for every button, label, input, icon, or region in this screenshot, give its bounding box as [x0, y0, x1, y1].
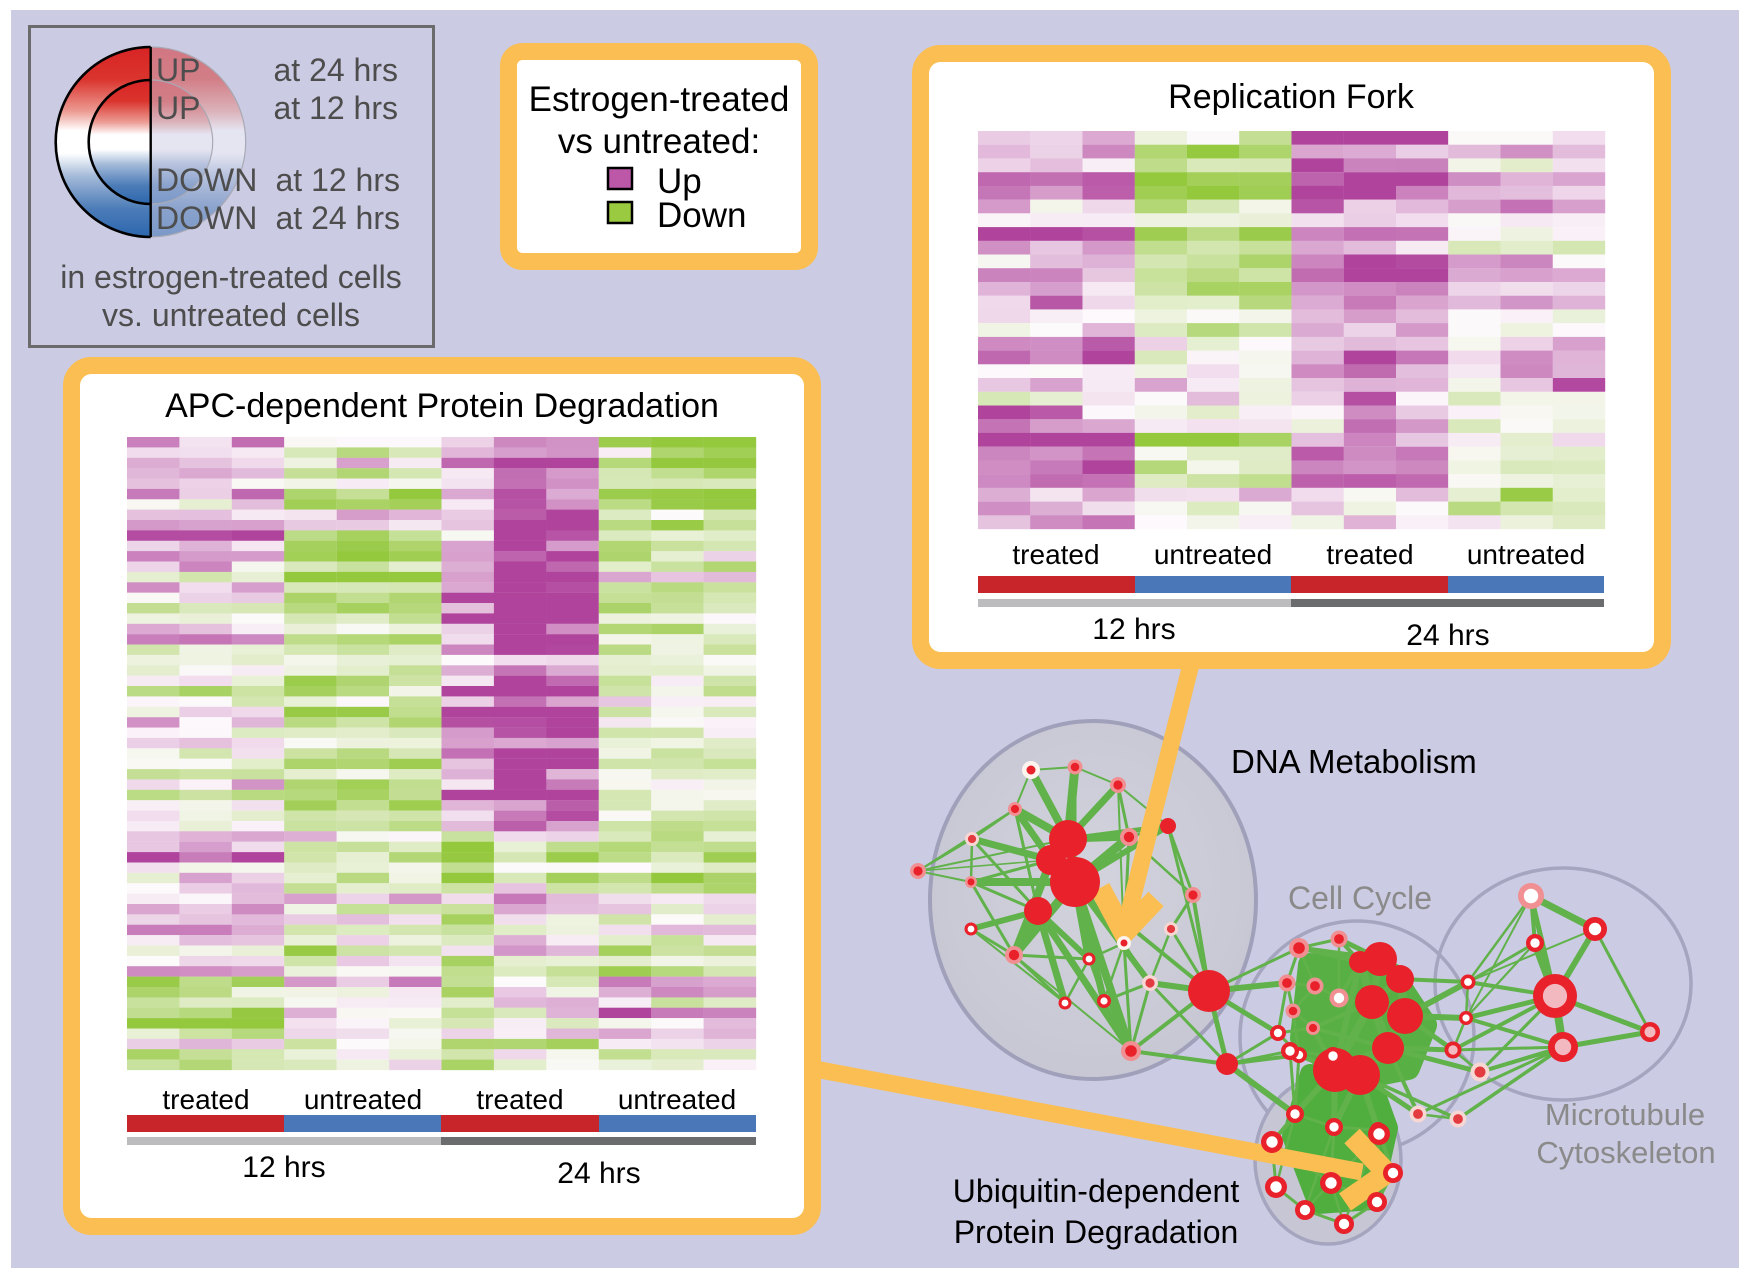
svg-text:treated: treated — [476, 1084, 563, 1115]
svg-text:at 24 hrs: at 24 hrs — [275, 200, 400, 236]
svg-text:Microtubule: Microtubule — [1545, 1097, 1705, 1132]
svg-text:12 hrs: 12 hrs — [242, 1151, 325, 1184]
svg-text:at 12 hrs: at 12 hrs — [273, 90, 398, 126]
svg-text:UP: UP — [156, 90, 200, 126]
svg-text:treated: treated — [1326, 539, 1413, 570]
svg-text:Cytoskeleton: Cytoskeleton — [1536, 1135, 1715, 1170]
svg-text:Ubiquitin-dependent: Ubiquitin-dependent — [953, 1173, 1240, 1209]
svg-text:24 hrs: 24 hrs — [557, 1157, 640, 1190]
svg-text:treated: treated — [1012, 539, 1099, 570]
svg-text:untreated: untreated — [1467, 539, 1585, 570]
svg-text:treated: treated — [162, 1084, 249, 1115]
svg-text:Up: Up — [657, 162, 702, 201]
svg-text:Estrogen-treated: Estrogen-treated — [529, 80, 790, 119]
svg-text:at 12 hrs: at 12 hrs — [275, 162, 400, 198]
svg-text:at 24 hrs: at 24 hrs — [273, 52, 398, 88]
svg-text:untreated: untreated — [1154, 539, 1272, 570]
svg-text:vs. untreated cells: vs. untreated cells — [102, 297, 360, 333]
svg-text:DOWN: DOWN — [156, 162, 257, 198]
svg-text:untreated: untreated — [618, 1084, 736, 1115]
svg-text:Down: Down — [657, 196, 746, 235]
svg-text:APC-dependent Protein Degradat: APC-dependent Protein Degradation — [165, 387, 719, 425]
svg-text:in estrogen-treated cells: in estrogen-treated cells — [60, 259, 402, 295]
svg-text:UP: UP — [156, 52, 200, 88]
svg-text:24 hrs: 24 hrs — [1406, 619, 1489, 652]
svg-text:Replication Fork: Replication Fork — [1168, 78, 1415, 116]
svg-text:vs untreated:: vs untreated: — [558, 122, 760, 161]
svg-text:DOWN: DOWN — [156, 200, 257, 236]
svg-text:Cell Cycle: Cell Cycle — [1288, 880, 1432, 916]
svg-text:Protein Degradation: Protein Degradation — [954, 1214, 1239, 1250]
svg-text:12 hrs: 12 hrs — [1092, 613, 1175, 646]
svg-text:untreated: untreated — [304, 1084, 422, 1115]
svg-text:DNA Metabolism: DNA Metabolism — [1231, 743, 1477, 780]
